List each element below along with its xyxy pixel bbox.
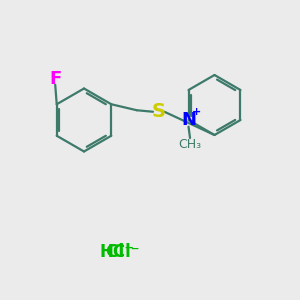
Text: N: N	[181, 111, 196, 129]
Text: Cl⁻: Cl⁻	[106, 243, 134, 261]
Text: F: F	[49, 70, 61, 88]
Text: +: +	[192, 106, 202, 117]
Text: HCl⁻: HCl⁻	[100, 243, 140, 261]
Text: CH₃: CH₃	[178, 137, 202, 151]
Text: S: S	[152, 102, 165, 121]
